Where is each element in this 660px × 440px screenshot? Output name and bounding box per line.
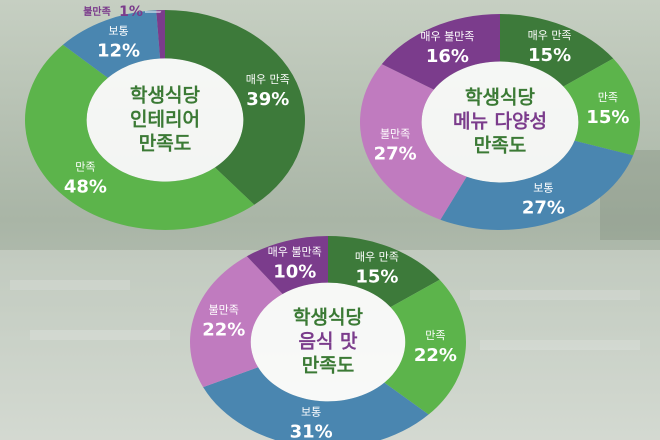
donut-segment: [328, 236, 440, 308]
donut-segment: [203, 367, 429, 440]
donut-chart: 매우 만족 15% 만족 22% 보통 31% 불만족 22% 매우 불만족 10% 학생식당음식 …: [189, 236, 466, 440]
segment-value: 15%: [355, 266, 398, 287]
donut-ring: [24, 9, 305, 231]
segment-value: 48%: [64, 177, 107, 198]
segment-value: 10%: [273, 261, 316, 282]
segment-value: 15%: [528, 45, 571, 66]
donut-ring: [189, 236, 466, 440]
donut-title: 인테리어: [130, 109, 200, 131]
donut-segment: [189, 256, 283, 388]
segment-name: 만족: [75, 161, 95, 174]
segment-name: 보통: [108, 24, 128, 37]
segment-value: 27%: [522, 197, 565, 218]
donut-segment: [563, 58, 640, 156]
donut-ring: [360, 13, 640, 231]
donut-title: 학생식당: [465, 87, 535, 109]
segment-name: 불만족: [83, 5, 111, 18]
segment-name: 매우 불만족: [420, 30, 474, 43]
segment-name: 만족: [598, 91, 618, 104]
donut-center: [86, 58, 244, 182]
donut-segment: [440, 140, 634, 231]
donut-segment: [384, 279, 466, 415]
segment-value: 16%: [426, 46, 469, 67]
donut-title: 만족도: [302, 355, 354, 377]
donut-segment: [165, 9, 305, 205]
segment-name: 매우 만족: [355, 250, 399, 263]
donut-center: [250, 282, 406, 402]
donut-segment: [24, 44, 255, 231]
segment-name: 불만족: [209, 303, 239, 316]
donut-segment: [156, 9, 165, 59]
segment-name: 매우 만족: [246, 73, 290, 86]
donut-center: [421, 61, 579, 183]
donut-segment: [246, 236, 328, 294]
donut-title: 학생식당: [293, 307, 363, 329]
donut-title: 만족도: [474, 135, 526, 157]
segment-name: 만족: [425, 329, 445, 342]
donut-chart: 매우 만족 15% 만족 15% 보통 27% 불만족 27% 매우 불만족 16% 학생식당메뉴 …: [360, 13, 640, 231]
segment-value: 22%: [202, 319, 245, 340]
segment-name: 보통: [533, 181, 553, 194]
donut-segment: [500, 13, 614, 87]
segment-value: 15%: [586, 107, 629, 128]
segment-value: 31%: [290, 422, 333, 440]
segment-name: 불만족: [380, 128, 410, 141]
segment-value: 1%: [119, 4, 143, 20]
segment-value: 12%: [97, 40, 140, 61]
donut-title: 음식 맛: [298, 331, 358, 353]
segment-value: 22%: [414, 345, 457, 366]
donut-segment: [381, 13, 500, 90]
segment-value: 27%: [374, 144, 417, 165]
segment-name: 매우 만족: [528, 29, 572, 42]
segment-name: 보통: [301, 406, 321, 419]
segment-name: 매우 불만족: [268, 245, 322, 258]
segment-value: 39%: [246, 89, 289, 110]
donut-title: 만족도: [139, 133, 191, 155]
donut-segment: [360, 64, 467, 220]
donut-title: 메뉴 다양성: [453, 111, 547, 133]
donut-title: 학생식당: [130, 85, 200, 107]
donut-segment: [62, 10, 161, 78]
